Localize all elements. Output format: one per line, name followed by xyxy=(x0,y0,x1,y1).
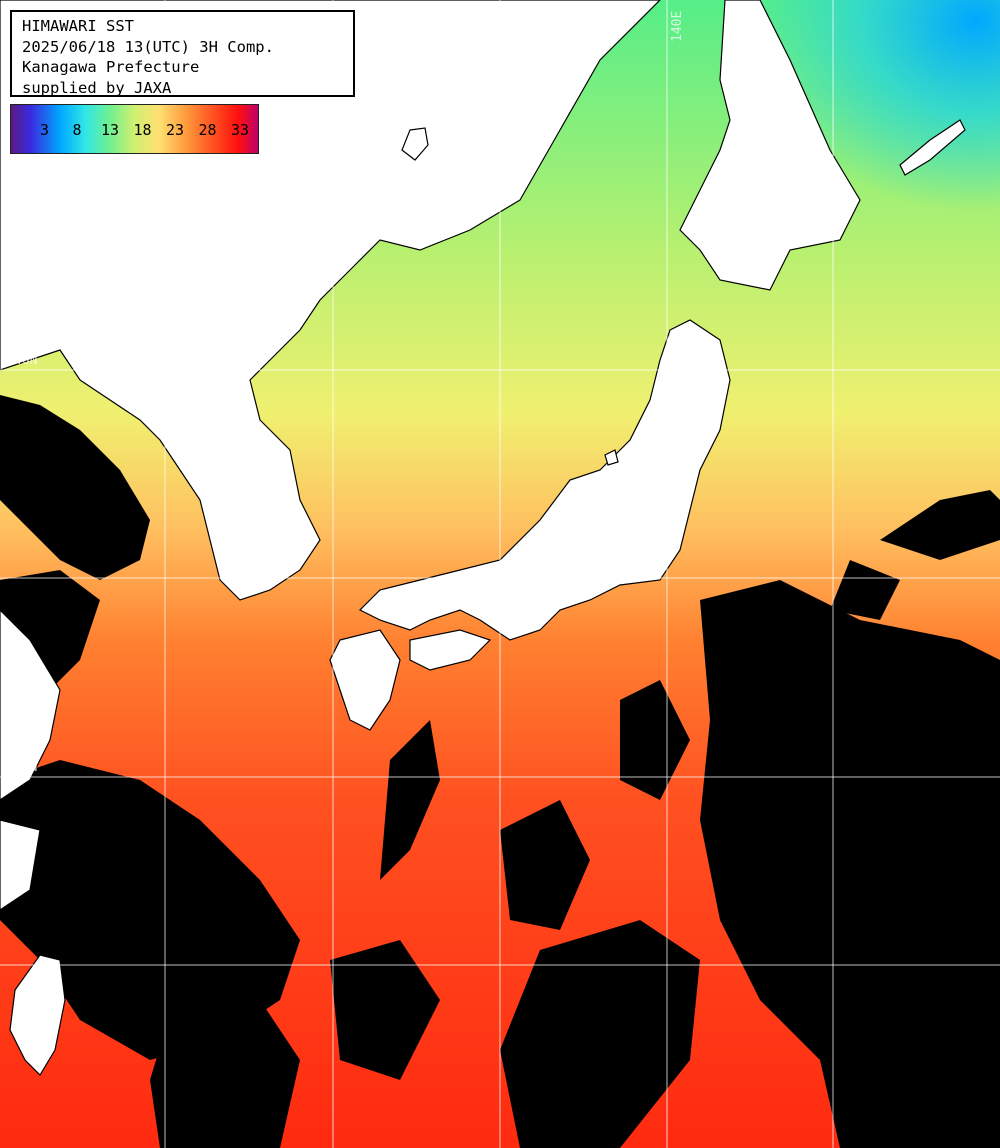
land-sado xyxy=(604,449,619,466)
land-china xyxy=(0,609,61,801)
title-line-1: HIMAWARI SST xyxy=(22,17,134,35)
land-shikoku xyxy=(409,629,492,671)
land-taiwan xyxy=(9,954,66,1076)
scale-label-23: 23 xyxy=(166,121,185,139)
scale-label-28: 28 xyxy=(198,121,217,139)
scale-label-3: 3 xyxy=(40,121,50,139)
land-honshu xyxy=(358,319,731,641)
cloud-mask xyxy=(0,395,1000,1148)
title-line-2: 2025/06/18 13(UTC) 3H Comp. xyxy=(22,37,274,56)
title-box: HIMAWARI SST 2025/06/18 13(UTC) 3H Comp.… xyxy=(10,10,355,97)
land-kurils xyxy=(899,119,966,176)
land-china-south xyxy=(0,819,41,911)
land-hokkaido xyxy=(679,0,861,291)
grid-label-30n: 30N xyxy=(14,760,38,775)
color-scale: 3 8 13 18 23 28 33 xyxy=(10,104,259,154)
title-line-3: Kanagawa Prefecture xyxy=(22,58,200,76)
color-scale-labels: 3 8 13 18 23 28 33 xyxy=(11,105,258,153)
scale-label-18: 18 xyxy=(133,121,152,139)
grid-label-140e: 140E xyxy=(670,10,685,42)
scale-label-13: 13 xyxy=(101,121,120,139)
scale-label-33: 33 xyxy=(231,121,250,139)
title-line-4: supplied by JAXA xyxy=(22,78,172,97)
land-islet xyxy=(401,127,429,161)
grid-label-40n: 40N xyxy=(14,353,38,368)
scale-label-8: 8 xyxy=(72,121,82,139)
